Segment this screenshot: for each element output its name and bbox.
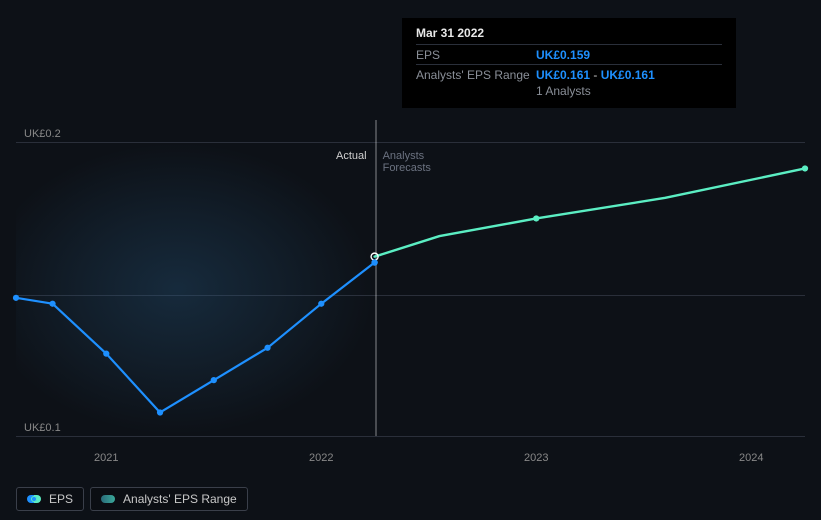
actual-label: Actual <box>336 150 367 162</box>
eps-chart: UK£0.2 UK£0.1 Actual Analysts Forecasts … <box>0 0 821 520</box>
actual-forecast-divider <box>375 120 377 436</box>
tooltip-range-sep: - <box>590 68 601 82</box>
x-tick-label: 2021 <box>94 452 118 464</box>
chart-tooltip: Mar 31 2022 EPS UK£0.159 Analysts' EPS R… <box>402 18 736 108</box>
y-gridline <box>16 436 805 437</box>
legend-label: Analysts' EPS Range <box>123 492 237 506</box>
tooltip-row-label: EPS <box>416 48 536 62</box>
tooltip-range-value: UK£0.161 - UK£0.161 <box>536 68 655 82</box>
tooltip-range-low: UK£0.161 <box>536 68 590 82</box>
tooltip-date: Mar 31 2022 <box>416 26 722 40</box>
x-tick-label: 2024 <box>739 452 763 464</box>
tooltip-row-label: Analysts' EPS Range <box>416 68 536 82</box>
x-tick-label: 2023 <box>524 452 548 464</box>
chart-legend: EPS Analysts' EPS Range <box>16 487 248 511</box>
legend-swatch-icon <box>101 495 115 503</box>
x-tick-label: 2022 <box>309 452 333 464</box>
tooltip-eps-value: UK£0.159 <box>536 48 590 62</box>
y-tick-label: UK£0.2 <box>24 128 61 140</box>
tooltip-analysts-count: 1 Analysts <box>536 84 591 98</box>
tooltip-range-high: UK£0.161 <box>601 68 655 82</box>
legend-label: EPS <box>49 492 73 506</box>
legend-swatch-icon <box>27 495 41 503</box>
legend-item-analysts-range[interactable]: Analysts' EPS Range <box>90 487 248 511</box>
legend-item-eps[interactable]: EPS <box>16 487 84 511</box>
past-region-gradient <box>16 142 375 436</box>
forecast-label: Analysts Forecasts <box>383 150 431 174</box>
